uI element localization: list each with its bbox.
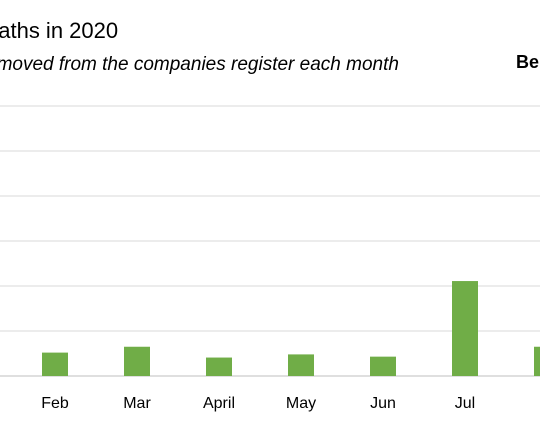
x-tick-label: Feb	[41, 395, 69, 412]
x-axis-labels: FebMarAprilMayJunJulA	[41, 395, 475, 412]
bar-feb	[42, 352, 68, 376]
bar-april	[206, 357, 232, 376]
bar-a	[534, 346, 540, 376]
x-tick-label: Jun	[370, 395, 396, 412]
bars	[42, 281, 540, 376]
x-tick-label: Mar	[123, 395, 151, 412]
chart-subtitle: emoved from the companies register each …	[0, 54, 399, 75]
corner-label: Be	[516, 52, 540, 72]
gridlines	[0, 105, 540, 377]
x-tick-label: Jul	[455, 395, 475, 412]
chart-title: eaths in 2020	[0, 18, 119, 43]
bar-mar	[124, 346, 150, 376]
bar-jul	[452, 281, 478, 376]
x-tick-label: May	[286, 395, 316, 412]
x-tick-label: April	[203, 395, 235, 412]
bar-jun	[370, 356, 396, 376]
bar-may	[288, 354, 314, 376]
